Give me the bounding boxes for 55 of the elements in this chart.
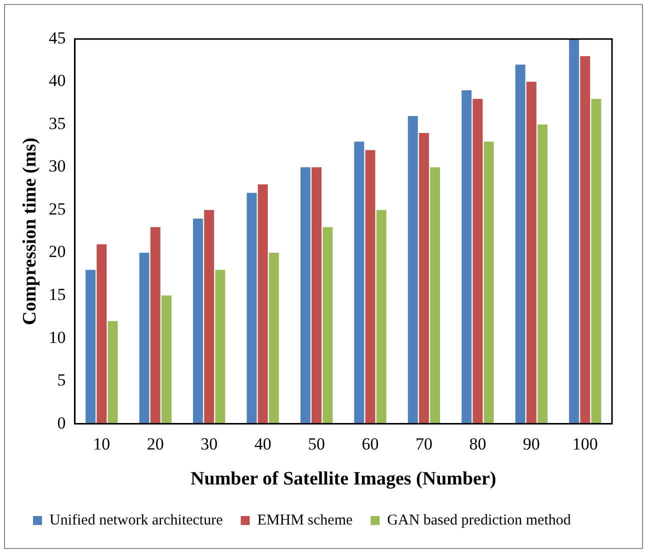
bar	[96, 244, 107, 424]
y-tick-label: 10	[48, 328, 66, 347]
y-tick-label: 30	[48, 156, 66, 176]
bar	[215, 270, 226, 424]
bar	[580, 56, 590, 424]
x-tick-label: 30	[200, 434, 218, 454]
x-tick-label: 10	[93, 434, 110, 454]
bar	[365, 150, 376, 424]
x-tick-label: 60	[362, 434, 379, 454]
x-tick-label: 50	[308, 434, 326, 454]
bar	[268, 252, 279, 424]
bar	[430, 167, 440, 424]
bar	[569, 39, 580, 424]
x-axis-title: Number of Satellite Images (Number)	[190, 468, 496, 490]
bar	[322, 227, 333, 424]
y-tick-label: 15	[48, 285, 66, 304]
bar	[86, 270, 96, 424]
bar	[139, 252, 150, 424]
bar	[150, 227, 160, 424]
y-tick-label: 20	[48, 242, 66, 262]
legend-label: Unified network architecture	[50, 512, 224, 528]
bar	[408, 116, 418, 424]
y-tick-label: 0	[57, 413, 66, 432]
bar	[472, 98, 483, 424]
bar	[312, 167, 322, 424]
y-axis-title: Compression time (ms)	[19, 138, 40, 326]
bar	[484, 142, 494, 424]
y-tick-label: 45	[48, 28, 66, 48]
bar	[354, 142, 364, 424]
bar	[193, 218, 203, 424]
bar	[300, 167, 310, 424]
x-tick-label: 80	[469, 434, 486, 454]
x-tick-label: 90	[522, 434, 540, 454]
x-tick-label: 70	[415, 434, 432, 454]
bar	[462, 90, 472, 424]
bar	[591, 98, 602, 424]
bar	[204, 210, 214, 424]
bar	[108, 321, 118, 424]
bar	[376, 210, 386, 424]
x-tick-label: 20	[146, 434, 164, 454]
legend-label: EMHM scheme	[257, 512, 353, 528]
bar	[418, 133, 429, 424]
y-tick-label: 35	[48, 114, 66, 133]
bar	[515, 64, 526, 424]
x-tick-label: 100	[572, 434, 598, 454]
x-tick-label: 40	[254, 434, 272, 454]
bar	[538, 124, 548, 424]
bar	[246, 192, 257, 424]
bar	[526, 82, 536, 424]
y-tick-label: 5	[57, 370, 66, 390]
bar	[161, 296, 172, 424]
legend-label: GAN based prediction method	[387, 512, 572, 528]
y-tick-label: 40	[48, 71, 66, 90]
y-tick-label: 25	[48, 199, 66, 218]
bar	[258, 184, 268, 424]
